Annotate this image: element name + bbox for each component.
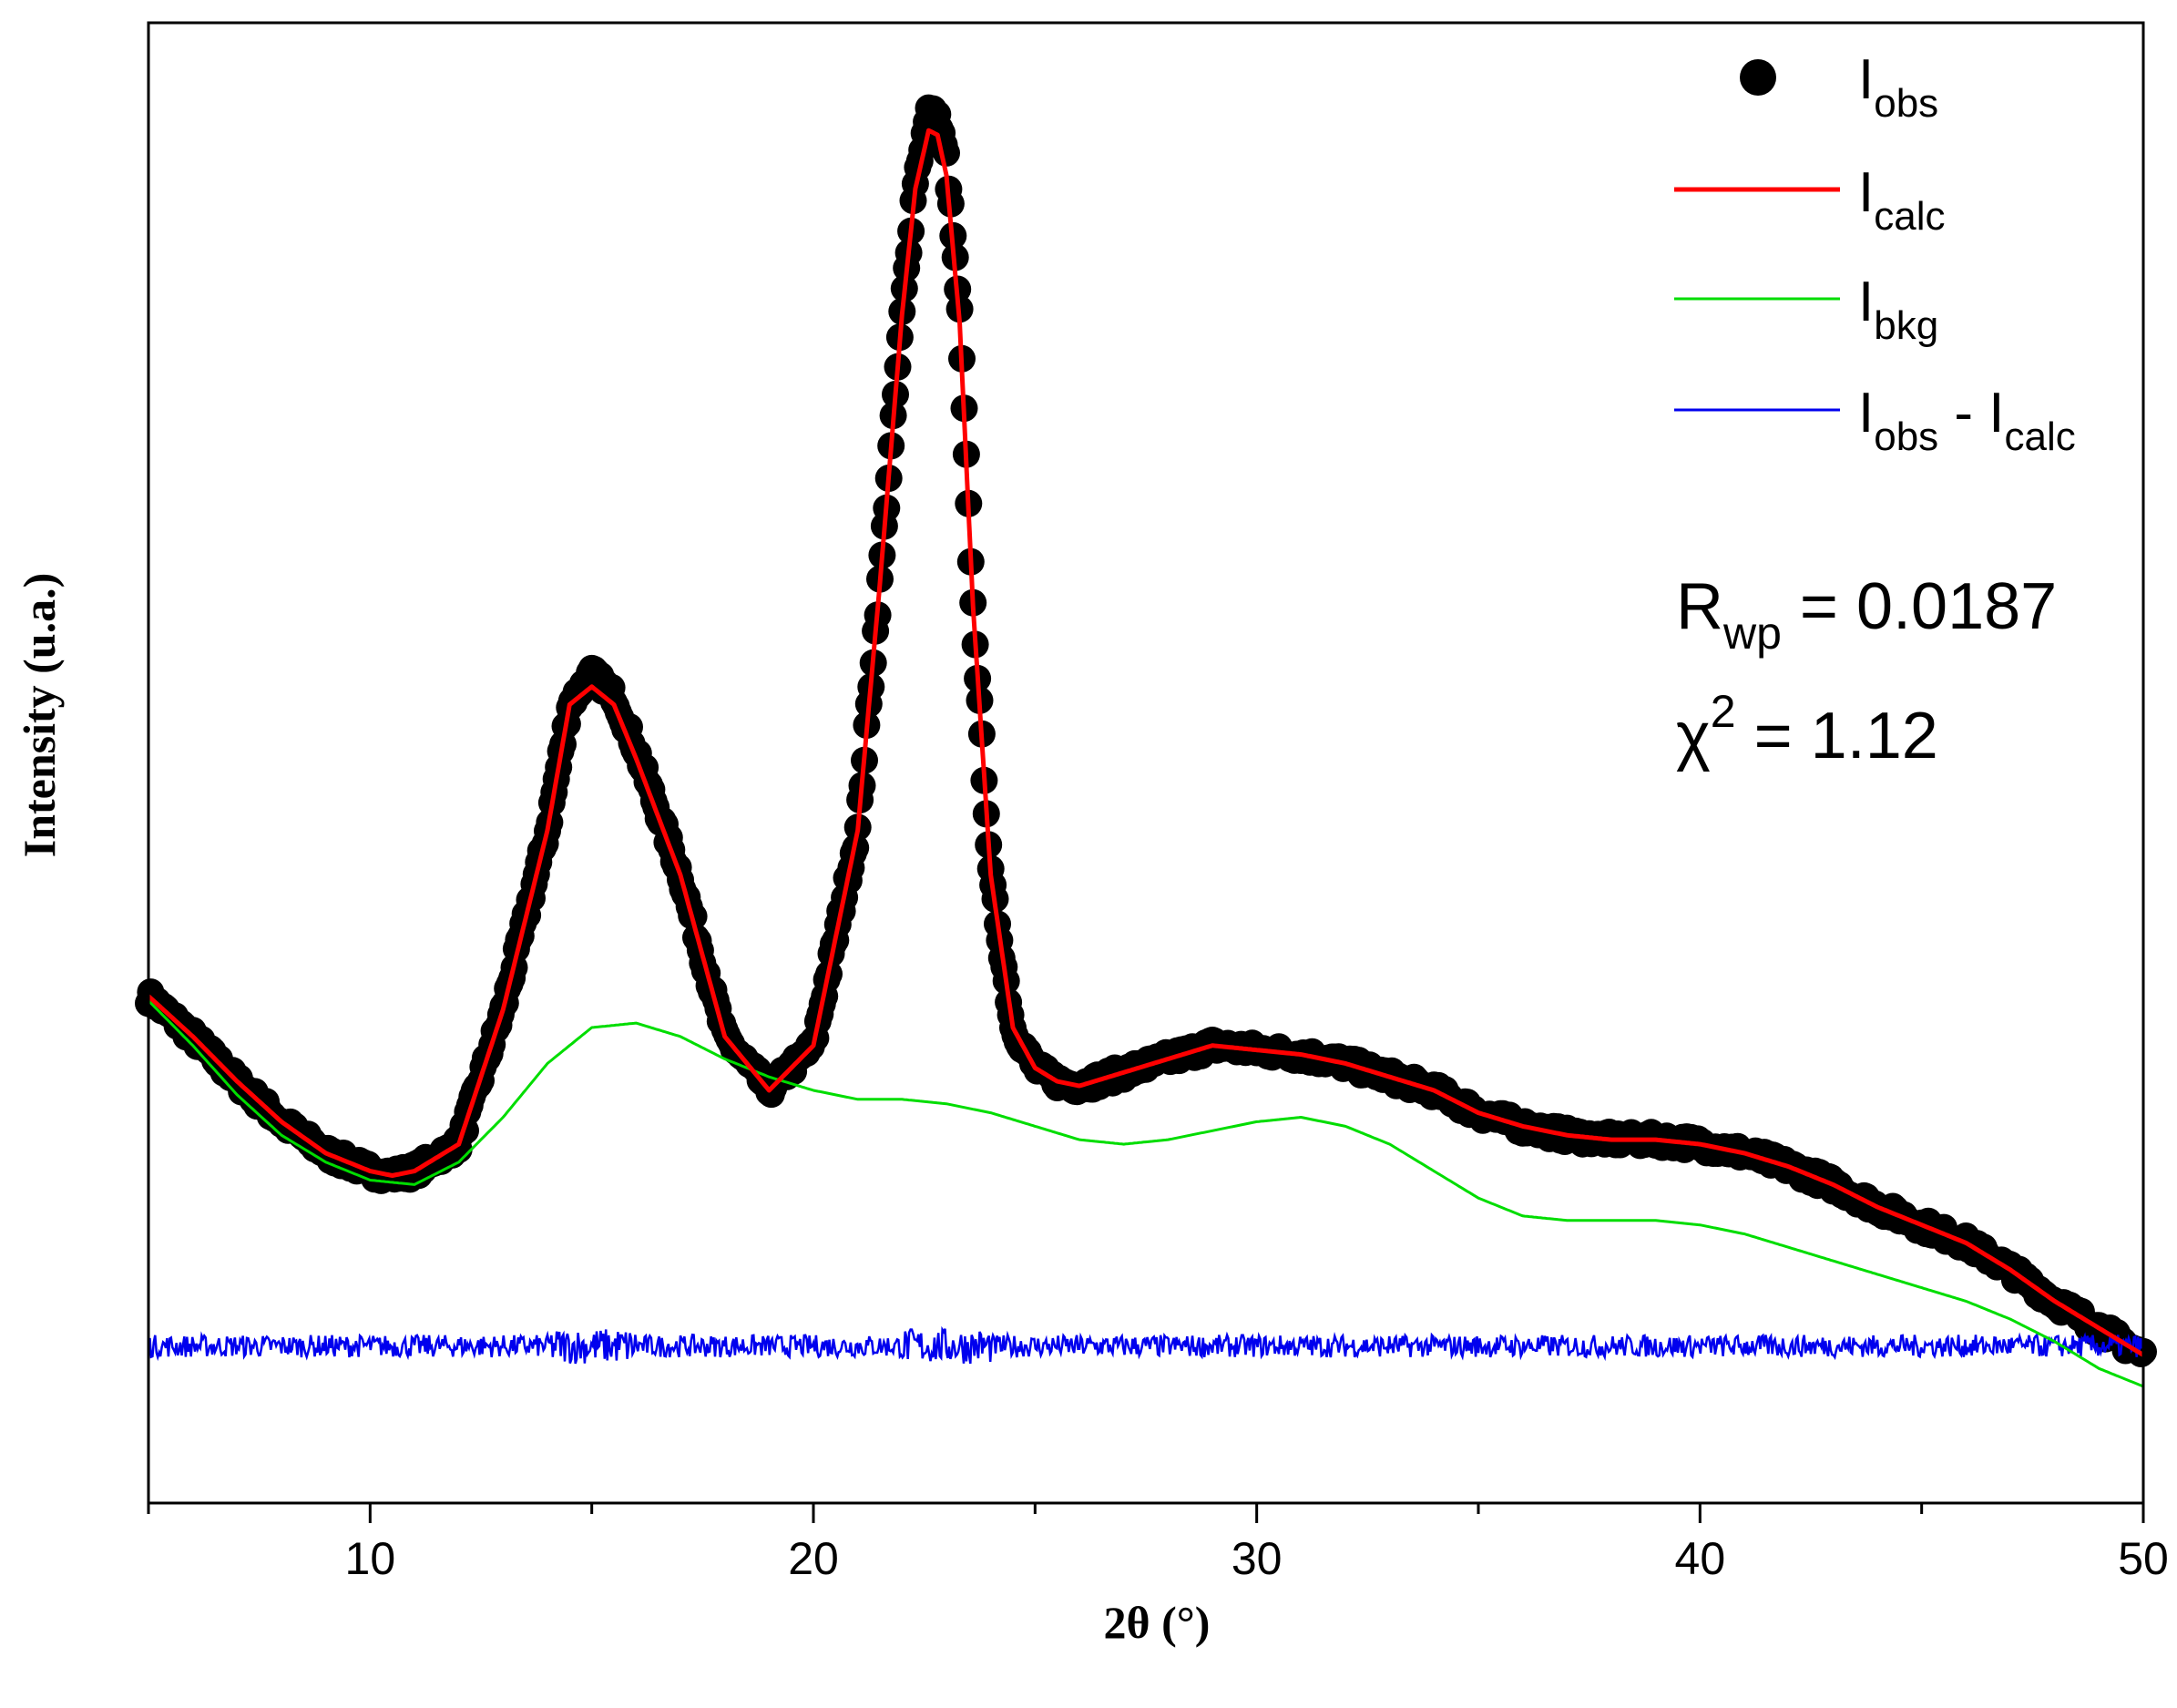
- rwp-annotation: Rwp = 0.0187: [1676, 570, 2057, 659]
- legend-label-bkg: Ibkg: [1858, 271, 1938, 348]
- axes-frame: [147, 21, 2145, 1505]
- legend-label-obs: Iobs: [1858, 48, 1938, 126]
- series-bkg-line: [147, 999, 2144, 1388]
- obs-point: [933, 138, 960, 167]
- series-calc-line: [147, 128, 2145, 1357]
- x-tick-label: 50: [2118, 1533, 2169, 1584]
- legend-marker-obs: [1740, 59, 1776, 96]
- series-obs-calc-line: [147, 1325, 2145, 1365]
- x-tick-label: 30: [1232, 1533, 1283, 1584]
- y-axis-title: Intensity (u.a.): [14, 573, 65, 858]
- legend-label-calc: Icalc: [1858, 161, 1945, 239]
- x-axis-title: 2θ (°): [1104, 1597, 1211, 1648]
- legend: Iobs Icalc Ibkg Iobs - Icalc: [1674, 48, 2076, 459]
- fit-statistics: Rwp = 0.0187 χ2 = 1.12: [1676, 570, 2057, 772]
- x-tick-label: 40: [1675, 1533, 1726, 1584]
- x-tick-label: 10: [345, 1533, 396, 1584]
- chi2-annotation: χ2 = 1.12: [1676, 686, 1938, 772]
- x-tick-label: 20: [788, 1533, 839, 1584]
- x-axis: 10 20 30 40 50: [147, 1503, 2169, 1584]
- plot-area: [135, 94, 2157, 1388]
- legend-label-diff: Iobs - Icalc: [1858, 382, 2076, 459]
